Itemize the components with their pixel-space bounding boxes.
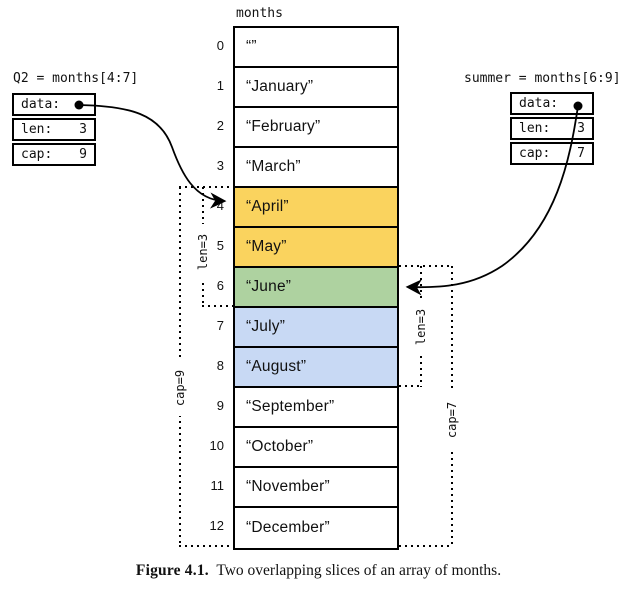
array-cell-text: “October”	[246, 438, 314, 455]
summer-len-label: len:	[519, 121, 551, 136]
q2-cap-label: cap:	[21, 147, 53, 162]
months-array: “” “January” “February” “March” “April” “May”…	[233, 26, 399, 550]
summer-slice-title: summer = months[6:9]	[464, 71, 621, 86]
array-cell-text: “September”	[246, 398, 335, 415]
array-cell-text: “August”	[246, 358, 307, 375]
array-cell-text: “June”	[246, 278, 292, 295]
array-cell-11: “November”	[235, 468, 397, 508]
array-cell-text: “July”	[246, 318, 286, 335]
q2-data-label: data:	[21, 97, 61, 112]
array-cell-9: “September”	[235, 388, 397, 428]
array-cell-3: “March”	[235, 148, 397, 188]
summer-slice-box: data: len: 3 cap: 7	[510, 92, 594, 165]
q2-len-bracket-bottom-line	[202, 305, 235, 307]
summer-bracket-top-line	[399, 265, 453, 267]
array-cell-text: “May”	[246, 238, 287, 255]
q2-bracket-top-line	[179, 186, 235, 188]
q2-cap-bracket-label: cap=9	[172, 360, 188, 416]
q2-bracket-bottom-line	[179, 545, 235, 547]
array-cell-8: “August”	[235, 348, 397, 388]
array-cell-text: “November”	[246, 478, 330, 495]
q2-slice-title: Q2 = months[4:7]	[13, 71, 139, 86]
index-label-12: 12	[209, 518, 224, 533]
summer-cap-value: 7	[577, 146, 585, 161]
index-label-5: 5	[216, 238, 224, 253]
index-label-1: 1	[216, 78, 224, 93]
figure-caption-text: Two overlapping slices of an array of mo…	[216, 562, 502, 579]
q2-slice-box: data: len: 3 cap: 9	[12, 93, 96, 166]
figure-caption: Figure 4.1. Two overlapping slices of an…	[0, 562, 637, 580]
array-cell-5: “May”	[235, 228, 397, 268]
index-label-2: 2	[216, 118, 224, 133]
index-label-10: 10	[209, 438, 224, 453]
array-cell-0: “”	[235, 28, 397, 68]
array-cell-text: “April”	[246, 198, 289, 215]
array-cell-6: “June”	[235, 268, 397, 308]
summer-cap-row: cap: 7	[510, 142, 594, 165]
summer-len-bracket-bottom-line	[399, 385, 422, 387]
index-label-8: 8	[216, 358, 224, 373]
q2-len-value: 3	[79, 122, 87, 137]
array-cell-2: “February”	[235, 108, 397, 148]
index-label-6: 6	[216, 278, 224, 293]
array-cell-text: “February”	[246, 118, 321, 135]
q2-data-row: data:	[12, 93, 96, 116]
array-cell-text: “January”	[246, 78, 314, 95]
q2-len-label: len:	[21, 122, 53, 137]
q2-len-row: len: 3	[12, 118, 96, 141]
array-cell-7: “July”	[235, 308, 397, 348]
index-label-3: 3	[216, 158, 224, 173]
index-label-4: 4	[216, 198, 224, 213]
index-label-7: 7	[216, 318, 224, 333]
summer-len-row: len: 3	[510, 117, 594, 140]
array-cell-12: “December”	[235, 508, 397, 548]
q2-cap-row: cap: 9	[12, 143, 96, 166]
array-cell-10: “October”	[235, 428, 397, 468]
array-cell-text: “March”	[246, 158, 301, 175]
index-label-0: 0	[216, 38, 224, 53]
summer-len-value: 3	[577, 121, 585, 136]
array-cell-1: “January”	[235, 68, 397, 108]
summer-cap-label: cap:	[519, 146, 551, 161]
summer-cap-bracket-label: cap=7	[444, 392, 460, 448]
summer-len-bracket-label: len=3	[413, 299, 429, 355]
figure-caption-label: Figure 4.1.	[135, 562, 209, 579]
summer-data-row: data:	[510, 92, 594, 115]
summer-data-label: data:	[519, 96, 559, 111]
summer-bracket-bottom-line	[399, 545, 453, 547]
array-cell-text: “”	[246, 38, 257, 55]
index-label-9: 9	[216, 398, 224, 413]
index-label-11: 11	[210, 478, 225, 493]
q2-len-bracket-label: len=3	[195, 224, 211, 280]
q2-cap-value: 9	[79, 147, 87, 162]
array-cell-4: “April”	[235, 188, 397, 228]
array-cell-text: “December”	[246, 519, 330, 536]
array-title: months	[236, 6, 283, 21]
